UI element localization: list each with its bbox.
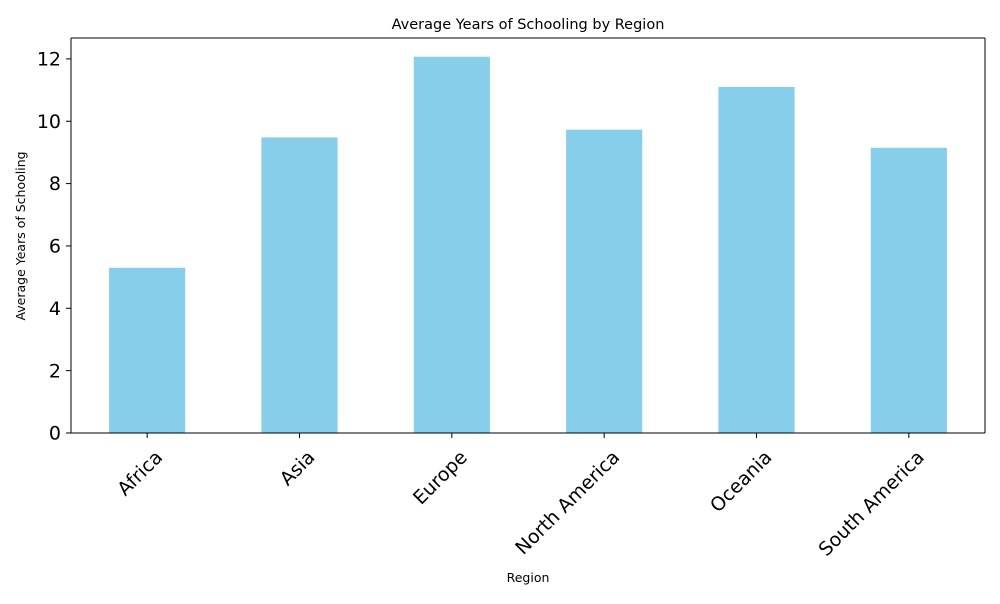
y-tick-label: 8 (49, 173, 61, 195)
y-tick-label: 12 (37, 49, 61, 71)
y-axis-label: Average Years of Schooling (13, 151, 28, 320)
y-axis-ticks: 0 2 4 6 8 10 12 (37, 49, 71, 445)
bar-asia (261, 137, 338, 433)
y-tick-label: 0 (49, 423, 61, 445)
bar-africa (109, 267, 186, 433)
bar-europe (413, 56, 490, 434)
y-tick-label: 4 (49, 298, 61, 320)
y-tick-label: 6 (49, 236, 61, 258)
x-axis-label: Region (507, 570, 550, 585)
y-tick-label: 10 (37, 111, 61, 133)
bars-layer (109, 56, 947, 434)
bar-north-america (566, 129, 643, 433)
plot-frame (70, 37, 986, 434)
bar-oceania (718, 86, 795, 434)
chart-title: Average Years of Schooling by Region (392, 17, 665, 33)
bar-south-america (870, 147, 947, 433)
y-tick-label: 2 (49, 360, 61, 382)
